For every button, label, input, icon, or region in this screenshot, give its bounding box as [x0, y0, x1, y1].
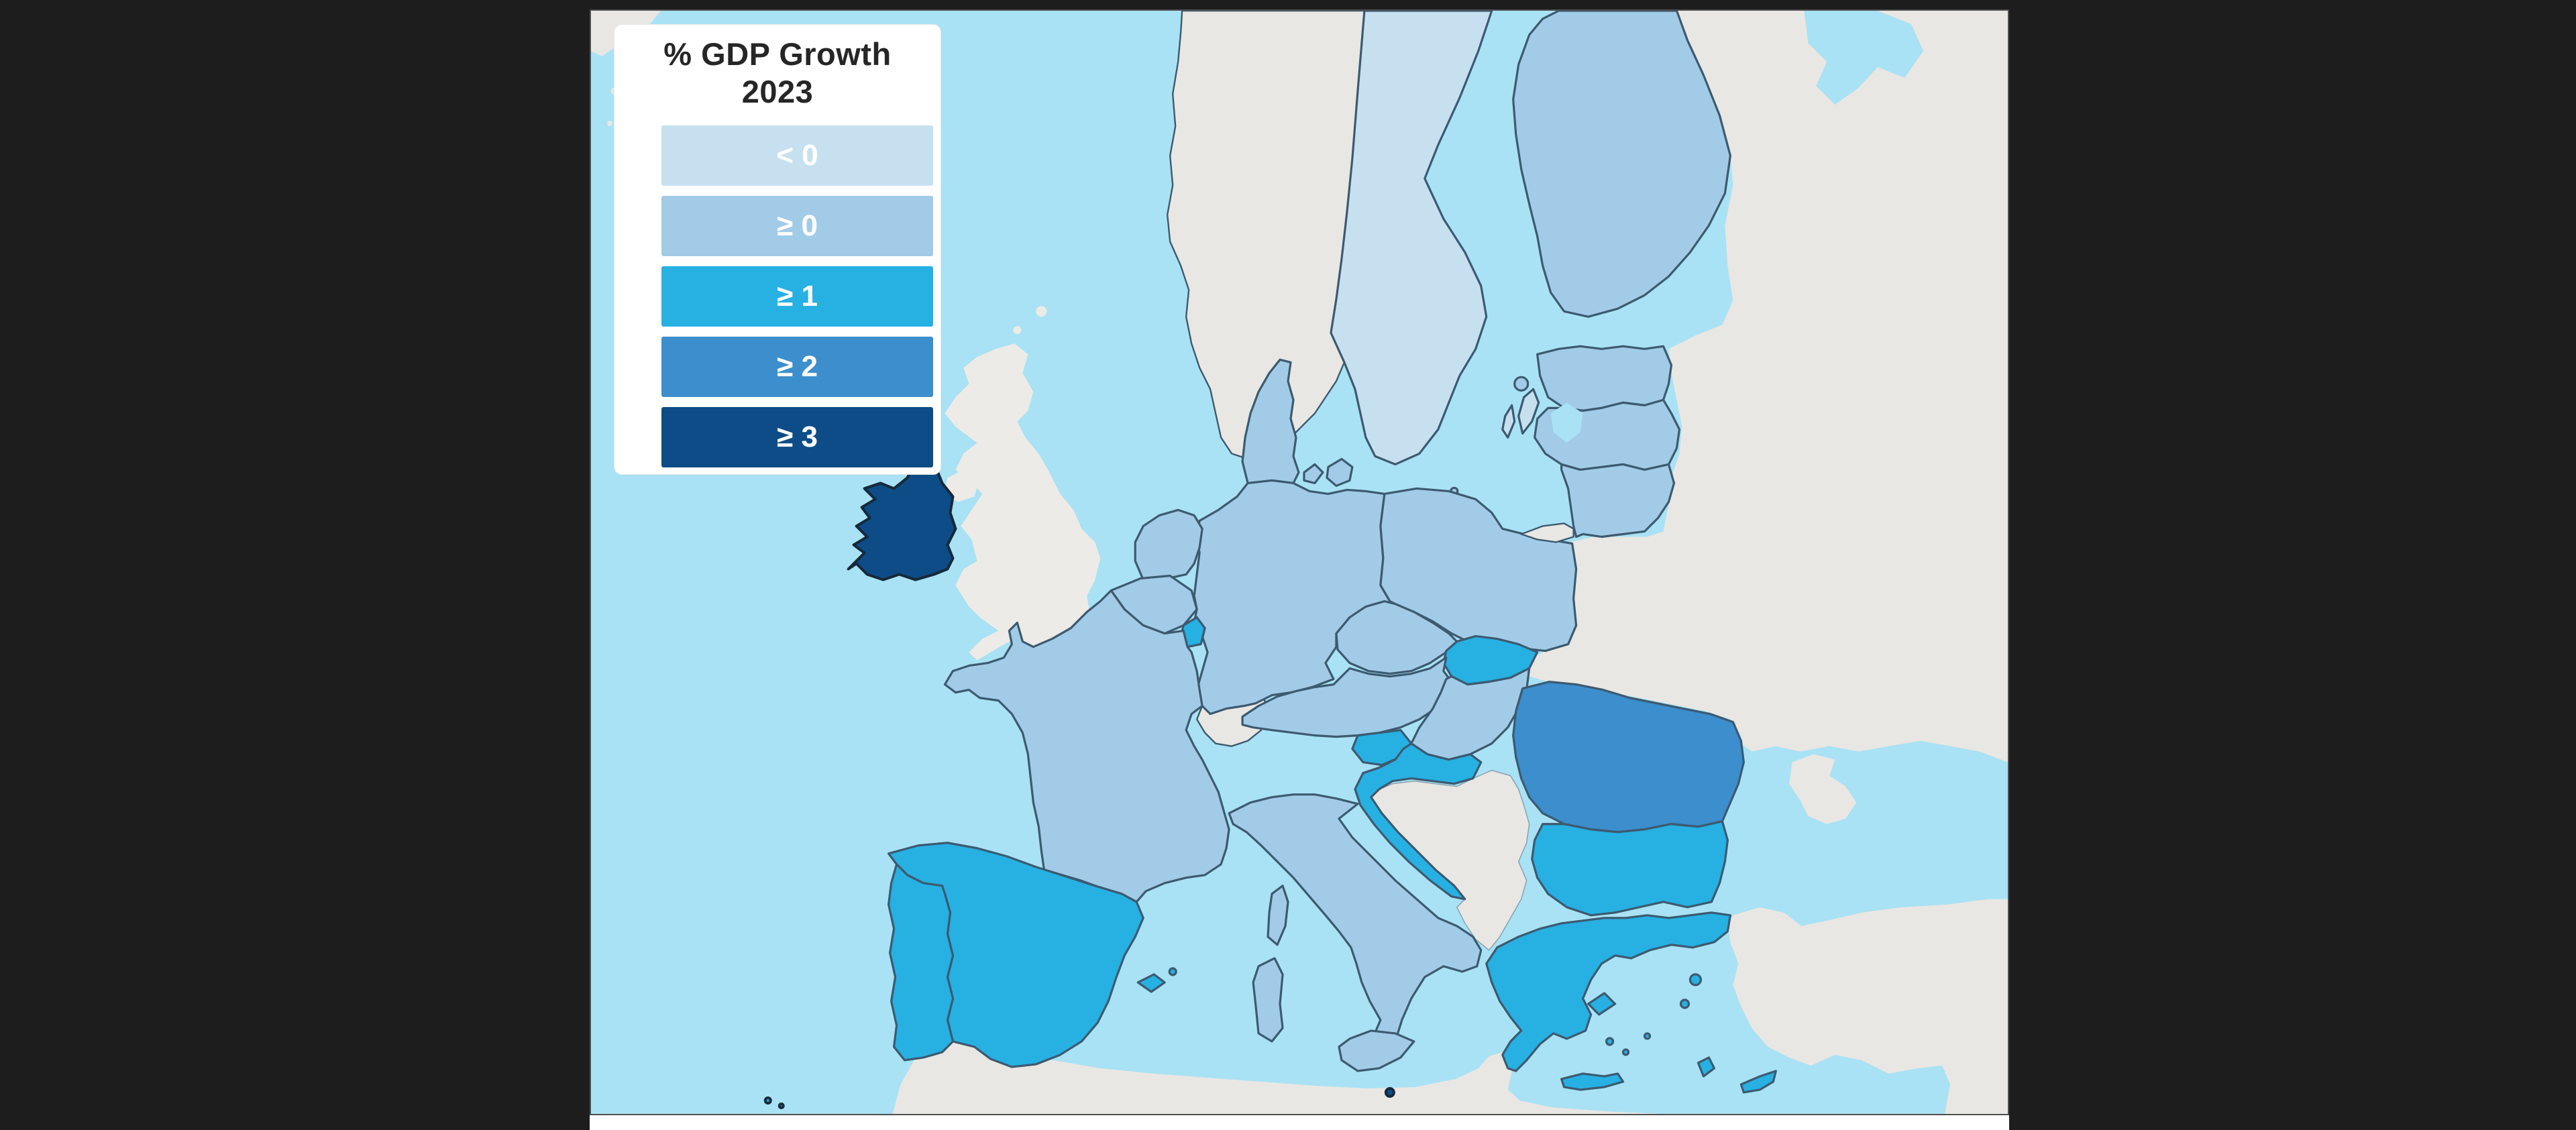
choropleth-svg	[591, 11, 2008, 1114]
country-lithuania	[1560, 463, 1676, 539]
legend-swatches: < 0 ≥ 0 ≥ 1 ≥ 2 ≥ 3	[614, 125, 941, 467]
legend-item-ge0: ≥ 0	[661, 196, 933, 256]
faroe-island	[606, 121, 612, 127]
island-gotland	[1517, 388, 1540, 435]
slide-canvas: % GDP Growth 2023 < 0 ≥ 0 ≥ 1 ≥ 2 ≥ 3	[590, 9, 2009, 1130]
legend-title: % GDP Growth 2023	[614, 36, 941, 111]
country-sweden	[1330, 11, 1493, 466]
country-denmark	[1241, 358, 1300, 485]
island-zealand	[1326, 457, 1354, 488]
legend-item-lt0: < 0	[661, 125, 933, 186]
island-sicily	[1338, 1029, 1415, 1072]
region-crimea	[1789, 754, 1857, 824]
legend-title-line2: 2023	[741, 74, 814, 109]
island-malta	[1384, 1086, 1395, 1098]
legend-item-ge2: ≥ 2	[661, 337, 933, 397]
island-crete	[1560, 1072, 1625, 1091]
island-madeira	[777, 1102, 785, 1109]
island-rhodes	[1697, 1056, 1716, 1078]
country-ireland	[847, 460, 957, 581]
island-corsica	[1267, 885, 1289, 946]
country-northern-ireland	[943, 469, 980, 502]
island-cyclades	[1605, 1037, 1615, 1046]
island-cyclades	[1621, 1048, 1630, 1056]
country-north-africa	[892, 1038, 1664, 1114]
island-menorca	[1168, 967, 1177, 976]
sea-of-azov	[1910, 786, 1972, 830]
country-finland	[1512, 11, 1731, 318]
island-saaremaa	[1513, 376, 1529, 392]
island-madeira	[763, 1096, 772, 1105]
europe-map: % GDP Growth 2023 < 0 ≥ 0 ≥ 1 ≥ 2 ≥ 3	[590, 9, 2009, 1115]
legend-item-ge3: ≥ 3	[661, 407, 933, 467]
country-hungary	[1410, 667, 1531, 761]
country-poland	[1379, 487, 1578, 653]
country-bulgaria	[1531, 820, 1729, 917]
legend-item-ge1: ≥ 1	[661, 266, 933, 327]
island-cyclades	[1643, 1032, 1652, 1040]
island-sardinia	[1252, 957, 1284, 1043]
map-legend: % GDP Growth 2023 < 0 ≥ 0 ≥ 1 ≥ 2 ≥ 3	[614, 24, 941, 475]
country-greece	[1485, 911, 1731, 1072]
island-funen	[1303, 463, 1324, 485]
country-turkey	[1727, 899, 2008, 1114]
country-portugal	[887, 863, 955, 1062]
island-chios	[1679, 999, 1690, 1009]
country-estonia	[1536, 345, 1673, 412]
shetland-islands	[1036, 306, 1047, 317]
country-russia-belarus-ukraine	[1518, 11, 2008, 762]
legend-title-line1: % GDP Growth	[663, 36, 892, 72]
white-sea	[1804, 11, 1924, 105]
island-euboea	[1587, 992, 1617, 1016]
country-netherlands	[1134, 508, 1203, 581]
country-cyprus	[1739, 1070, 1777, 1094]
country-united-kingdom	[945, 343, 1101, 661]
gulf-of-riga	[1550, 402, 1583, 443]
island-mallorca	[1136, 973, 1166, 993]
orkney-islands	[1013, 326, 1022, 335]
region-kaliningrad	[1520, 522, 1574, 543]
country-italy	[1228, 793, 1483, 1054]
island-oland	[1501, 404, 1516, 439]
country-croatia	[1354, 742, 1483, 901]
island-lesbos	[1688, 973, 1703, 986]
